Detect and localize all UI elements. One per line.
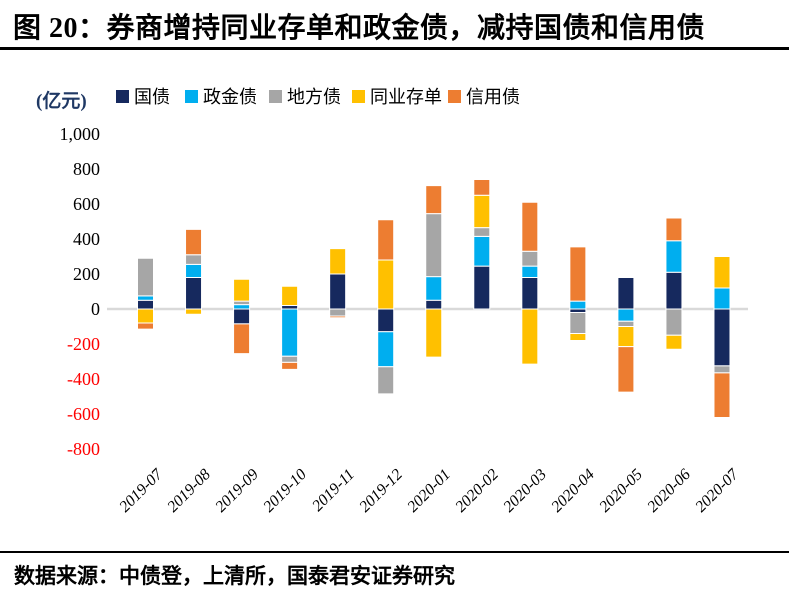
- legend-swatch-icon: [185, 89, 198, 103]
- y-tick-label: 400: [73, 229, 100, 249]
- bar-segment-地方债-2020-04: [569, 312, 587, 334]
- bar-segment-国债-2020-07: [713, 308, 731, 367]
- bar-segment-国债-2019-08: [185, 277, 203, 310]
- bar-segment-政金债-2019-10: [281, 308, 299, 357]
- bar-segment-同业存单-2020-04: [569, 333, 587, 341]
- bar-segment-国债-2020-03: [521, 277, 539, 310]
- bar-segment-国债-2020-01: [425, 299, 443, 310]
- legend-item-2[interactable]: 政金债: [185, 86, 257, 107]
- bar-segment-地方债-2019-07: [137, 257, 154, 297]
- bar-segment-政金债-2020-07: [713, 287, 731, 310]
- title-divider: [0, 47, 789, 50]
- bar-segment-政金债-2020-01: [425, 276, 443, 301]
- y-tick-label: 0: [91, 299, 100, 319]
- bar-segment-政金债-2019-07: [137, 295, 154, 301]
- bar-segment-地方债-2020-02: [473, 227, 491, 237]
- legend-label: 地方债: [287, 87, 341, 107]
- y-tick-label: 600: [73, 194, 100, 214]
- figure-title: 图 20：券商增持同业存单和政金债，减持国债和信用债: [13, 13, 706, 44]
- bar-segment-同业存单-2019-09: [233, 278, 251, 302]
- legend-item-3[interactable]: 地方债: [269, 86, 341, 107]
- legend-swatch-icon: [448, 89, 461, 103]
- bar-segment-国债-2020-02: [473, 265, 491, 310]
- y-tick-label: -200: [67, 334, 100, 354]
- y-tick-label: 1,000: [59, 124, 101, 144]
- bar-segment-政金债-2019-08: [185, 263, 203, 278]
- legend-label: 同业存单: [370, 87, 442, 107]
- bar-segment-地方债-2020-06: [665, 308, 683, 336]
- bar-segment-信用债-2020-05: [617, 346, 635, 393]
- legend-swatch-icon: [116, 89, 129, 103]
- bar-segment-同业存单-2019-11: [329, 248, 347, 275]
- bar-segment-信用债-2019-08: [185, 228, 203, 256]
- bar-segment-同业存单-2020-02: [473, 194, 491, 229]
- legend-item-4[interactable]: 同业存单: [352, 86, 442, 107]
- y-tick-label: 200: [73, 264, 100, 284]
- bar-segment-国债-2020-05: [617, 277, 635, 310]
- bar-segment-政金债-2020-05: [617, 308, 635, 322]
- bar-segment-国债-2020-06: [665, 271, 683, 310]
- bar-segment-同业存单-2019-07: [137, 308, 154, 324]
- bar-segment-政金债-2019-12: [377, 331, 395, 368]
- bar-segment-政金债-2020-04: [569, 300, 587, 310]
- bar-segment-政金债-2020-03: [521, 265, 539, 278]
- y-tick-label: 800: [73, 159, 100, 179]
- bar-segment-同业存单-2020-01: [425, 308, 443, 358]
- bar-segment-国债-2019-12: [377, 308, 395, 333]
- bar-segment-同业存单-2020-07: [713, 256, 731, 289]
- bar-segment-地方债-2019-08: [185, 254, 203, 265]
- bar-segment-地方债-2020-05: [617, 320, 635, 327]
- bar-segment-地方债-2019-10: [281, 355, 299, 363]
- bar-segment-同业存单-2020-05: [617, 326, 635, 348]
- bar-segment-信用债-2020-01: [425, 185, 443, 215]
- bar-segment-同业存单-2020-06: [665, 334, 683, 350]
- bar-segment-信用债-2019-09: [233, 323, 251, 355]
- y-axis-unit-label: (亿元): [36, 91, 87, 112]
- bar-segment-同业存单-2019-10: [281, 285, 299, 306]
- bar-segment-国债-2019-10: [281, 305, 299, 310]
- y-tick-label: -600: [67, 404, 100, 424]
- bar-segment-地方债-2019-12: [377, 366, 395, 395]
- bar-segment-信用债-2020-06: [665, 217, 683, 242]
- bar-segment-地方债-2019-11: [329, 308, 347, 317]
- legend-label: 国债: [134, 87, 170, 107]
- bar-segment-信用债-2019-07: [137, 322, 154, 330]
- bar-segment-同业存单-2019-08: [185, 308, 203, 315]
- legend-label: 政金债: [203, 87, 257, 107]
- footer-divider: [0, 551, 789, 553]
- bar-segment-同业存单-2020-03: [521, 308, 539, 365]
- legend-item-1[interactable]: 国债: [116, 86, 170, 107]
- bar-segment-国债-2019-07: [137, 299, 154, 310]
- bar-segment-政金债-2019-09: [233, 304, 251, 310]
- bar-segment-同业存单-2019-12: [377, 259, 395, 310]
- bar-segment-地方债-2020-07: [713, 365, 731, 374]
- bar-segment-国债-2019-09: [233, 308, 251, 325]
- data-source: 数据来源：中债登，上清所，国泰君安证券研究: [14, 564, 455, 588]
- bar-segment-信用债-2019-10: [281, 361, 299, 370]
- bar-segment-政金债-2020-02: [473, 235, 491, 267]
- y-tick-label: -800: [67, 439, 100, 459]
- bar-segment-信用债-2020-03: [521, 201, 539, 252]
- bar-segment-地方债-2020-01: [425, 213, 443, 278]
- bar-segment-政金债-2020-06: [665, 240, 683, 273]
- y-tick-label: -400: [67, 369, 100, 389]
- bar-segment-信用债-2020-02: [473, 179, 491, 196]
- bar-segment-信用债-2020-04: [569, 246, 587, 302]
- legend-swatch-icon: [352, 89, 365, 103]
- bar-segment-国债-2020-04: [569, 308, 587, 313]
- legend-swatch-icon: [269, 89, 282, 103]
- legend-label: 信用债: [466, 87, 520, 107]
- bar-segment-地方债-2019-09: [233, 300, 251, 306]
- bar-segment-信用债-2019-12: [377, 219, 395, 261]
- bar-segment-信用债-2019-11: [329, 315, 347, 319]
- legend-item-5[interactable]: 信用债: [448, 86, 520, 107]
- bar-segment-国债-2019-11: [329, 273, 347, 310]
- bar-segment-地方债-2020-03: [521, 250, 539, 267]
- bar-segment-信用债-2020-07: [713, 372, 731, 418]
